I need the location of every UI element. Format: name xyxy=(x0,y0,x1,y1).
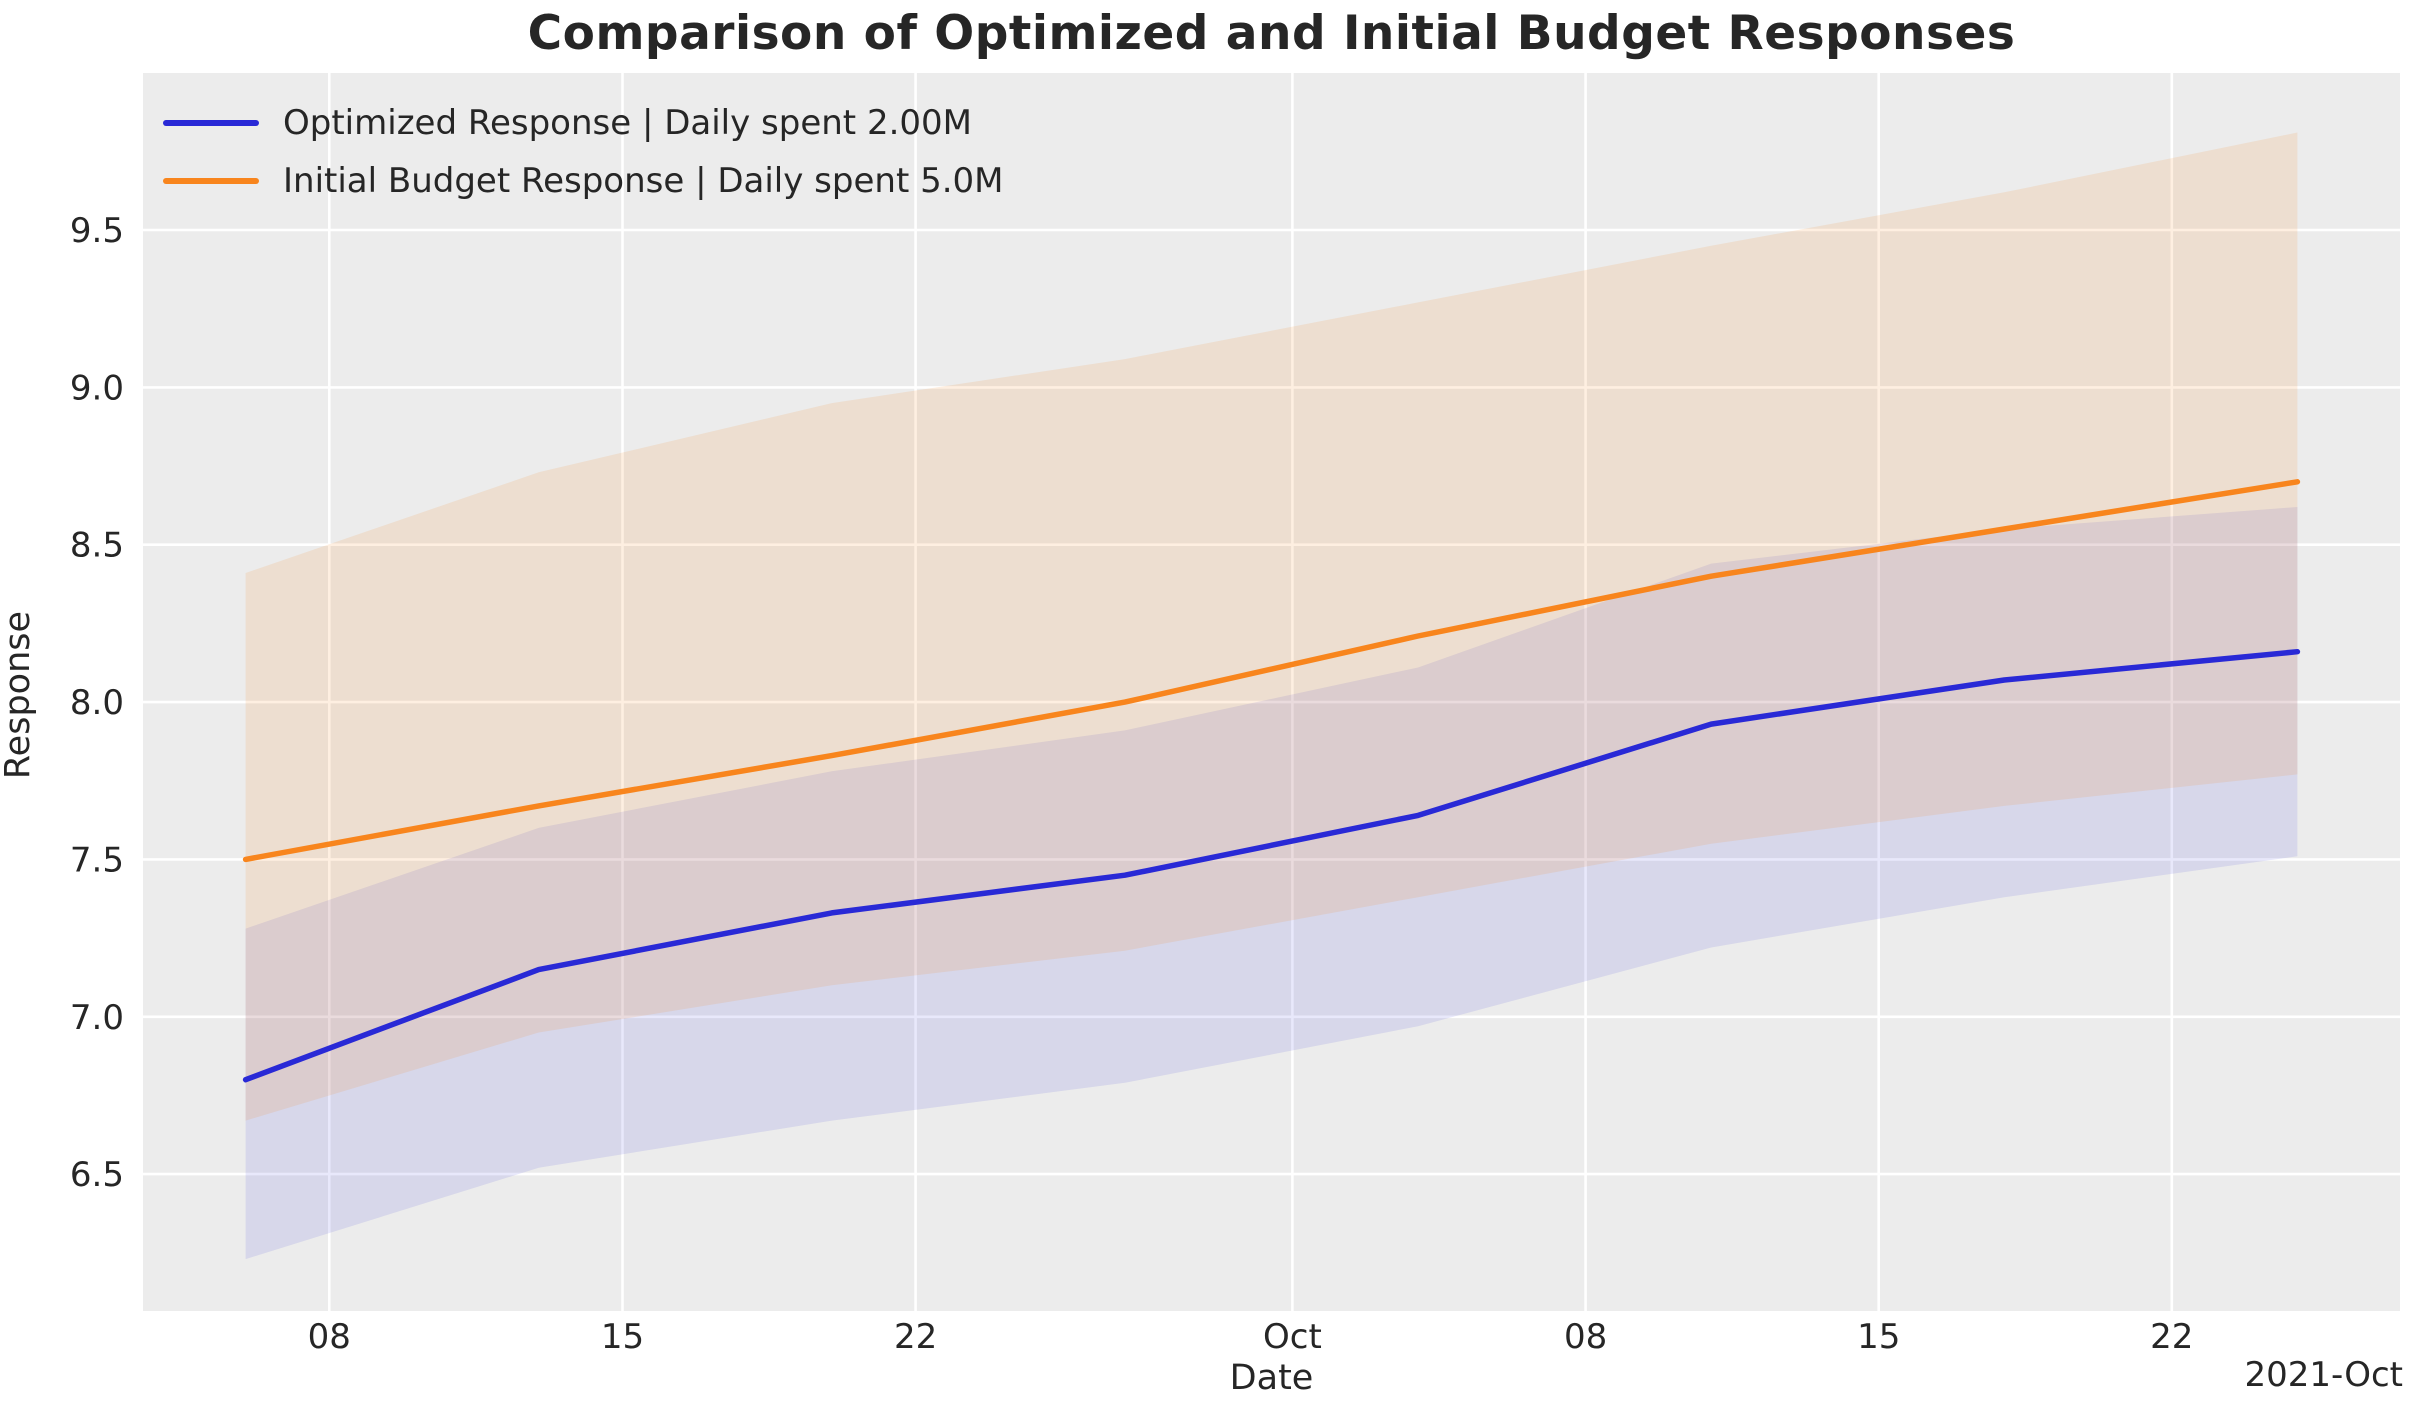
x-axis-offset-label: 2021-Oct xyxy=(2244,1355,2403,1395)
y-tick-label: 9.0 xyxy=(70,368,124,408)
y-tick-label: 7.5 xyxy=(70,840,124,880)
legend-label-optimized: Optimized Response | Daily spent 2.00M xyxy=(283,103,972,143)
y-tick-label: 7.0 xyxy=(70,998,124,1038)
legend-label-initial: Initial Budget Response | Daily spent 5.… xyxy=(283,161,1004,201)
y-tick-label: 6.5 xyxy=(70,1155,124,1195)
y-tick-label: 8.0 xyxy=(70,683,124,723)
x-axis-label: Date xyxy=(1229,1358,1314,1398)
x-tick-label: 15 xyxy=(1857,1317,1900,1357)
legend: Optimized Response | Daily spent 2.00M I… xyxy=(163,94,1004,210)
chart-title: Comparison of Optimized and Initial Budg… xyxy=(527,6,2016,61)
legend-item-optimized: Optimized Response | Daily spent 2.00M xyxy=(163,94,1004,152)
optimized-response-line xyxy=(242,648,2301,1083)
axes-background xyxy=(143,73,2400,1311)
initial-response-line xyxy=(242,479,2301,863)
y-tick-label: 9.5 xyxy=(70,211,124,251)
x-tick-label: 15 xyxy=(601,1317,644,1357)
legend-item-initial: Initial Budget Response | Daily spent 5.… xyxy=(163,152,1004,210)
x-tick-label: 08 xyxy=(308,1317,351,1357)
optimized-confidence-band xyxy=(245,507,2298,1260)
x-tick-label: 22 xyxy=(2150,1317,2193,1357)
y-axis-label: Response xyxy=(0,610,38,780)
initial-line-swatch xyxy=(163,178,259,184)
x-tick-label: 08 xyxy=(1564,1317,1607,1357)
x-tick-label: Oct xyxy=(1263,1317,1322,1357)
x-tick-label: 22 xyxy=(894,1317,937,1357)
y-tick-label: 8.5 xyxy=(70,526,124,566)
optimized-line-swatch xyxy=(163,120,259,126)
initial-confidence-band xyxy=(245,132,2298,1121)
